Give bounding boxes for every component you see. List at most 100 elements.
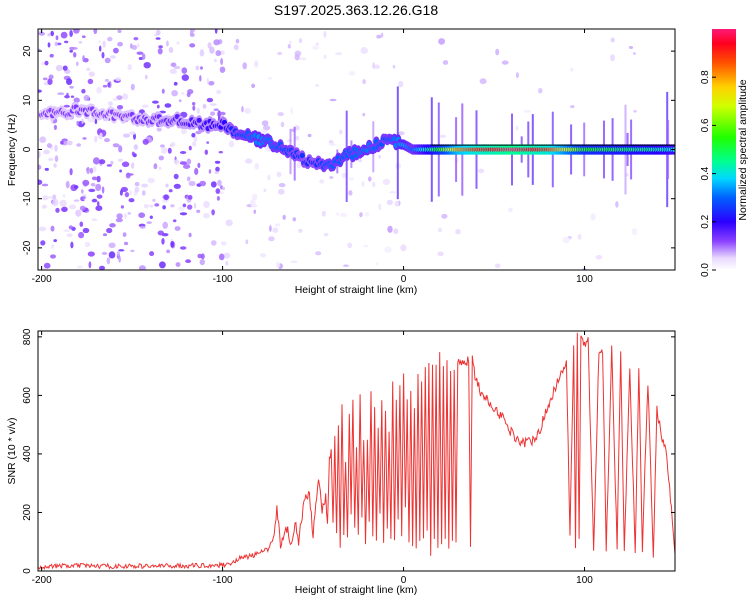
noise-blob — [76, 120, 79, 126]
noise-blob — [91, 218, 98, 221]
noise-blob — [38, 179, 43, 185]
noise-blob — [66, 233, 73, 238]
noise-blob — [155, 29, 161, 36]
noise-blob — [41, 204, 47, 209]
noise-blob — [143, 61, 151, 69]
noise-blob — [141, 183, 149, 188]
noise-blob — [209, 46, 215, 54]
noise-blob — [47, 33, 51, 37]
noise-blob — [290, 260, 298, 264]
noise-blob — [101, 186, 105, 194]
noise-blob — [118, 249, 125, 252]
noise-blob — [113, 47, 119, 54]
noise-blob — [47, 42, 51, 48]
noise-blob — [189, 32, 195, 37]
noise-blob — [251, 83, 256, 89]
noise-blob — [206, 97, 214, 103]
noise-blob — [134, 186, 140, 193]
noise-blob — [245, 239, 249, 245]
noise-blob — [172, 219, 177, 223]
noise-blob — [49, 53, 54, 58]
snr-y-tick-label: 400 — [22, 445, 33, 462]
noise-blob — [577, 233, 582, 240]
noise-blob — [107, 36, 113, 42]
noise-blob — [315, 42, 320, 46]
noise-blob — [329, 142, 336, 146]
noise-blob — [107, 82, 111, 88]
colorbar-tick-label: 0.4 — [700, 166, 711, 180]
snr-y-tick-label: 800 — [22, 328, 33, 345]
noise-blob — [358, 159, 362, 163]
noise-blob — [294, 53, 300, 61]
noise-blob — [41, 183, 49, 187]
noise-blob — [124, 192, 130, 198]
noise-blob — [54, 155, 59, 163]
noise-blob — [158, 166, 162, 171]
noise-blob — [139, 225, 146, 229]
noise-blob — [161, 147, 168, 154]
noise-blob — [343, 264, 349, 267]
noise-blob — [152, 198, 156, 202]
noise-blob — [122, 93, 129, 100]
noise-blob — [218, 151, 223, 154]
noise-blob — [106, 227, 113, 234]
noise-blob — [368, 176, 372, 182]
noise-blob — [595, 254, 603, 260]
noise-blob — [81, 196, 86, 199]
noise-blob — [193, 202, 197, 209]
spectrogram-xlabel: Height of straight line (km) — [295, 284, 418, 296]
noise-blob — [158, 45, 163, 49]
noise-blob — [73, 29, 80, 34]
noise-blob — [121, 161, 130, 168]
noise-blob — [168, 189, 173, 193]
noise-blob — [223, 252, 231, 259]
noise-blob — [152, 100, 159, 104]
noise-blob — [96, 201, 100, 206]
noise-blob — [180, 128, 187, 135]
snr-series-line — [38, 332, 675, 570]
noise-blob — [160, 144, 165, 148]
noise-blob — [188, 180, 196, 187]
noise-blob — [73, 199, 80, 202]
noise-blob — [73, 97, 80, 103]
noise-blob — [347, 242, 353, 249]
noise-blob — [213, 39, 221, 46]
noise-blob — [225, 219, 233, 227]
noise-blob — [38, 89, 42, 93]
noise-blob — [128, 198, 135, 203]
spectrogram-y-tick-label: 20 — [22, 45, 33, 57]
noise-blob — [183, 164, 191, 170]
noise-blob — [146, 221, 152, 225]
noise-blob — [52, 198, 59, 207]
noise-blob — [242, 62, 247, 70]
noise-blob — [278, 183, 286, 188]
noise-blob — [277, 188, 285, 195]
noise-blob — [38, 151, 41, 158]
noise-blob — [632, 52, 636, 55]
noise-blob — [173, 183, 181, 189]
noise-blob — [53, 239, 57, 243]
noise-blob — [174, 226, 181, 231]
noise-blob — [288, 40, 292, 45]
noise-blob — [63, 40, 69, 44]
noise-blob — [66, 140, 73, 146]
noise-blob — [131, 45, 137, 50]
noise-blob — [158, 155, 164, 161]
noise-blob — [88, 261, 92, 269]
noise-blob — [323, 233, 329, 237]
noise-blob — [187, 204, 193, 210]
noise-blob — [81, 118, 84, 125]
noise-blob — [156, 104, 160, 109]
noise-blob — [42, 77, 48, 81]
noise-blob — [192, 102, 196, 106]
noise-blob — [161, 88, 165, 94]
noise-blob — [147, 177, 155, 184]
spectrogram-x-ticks: -200 -100 0 100 — [32, 29, 593, 285]
noise-blob — [159, 261, 166, 269]
noise-blob — [65, 180, 70, 189]
snr-xlabel: Height of straight line (km) — [295, 584, 418, 596]
noise-blob — [44, 60, 49, 66]
noise-blob — [59, 199, 67, 207]
noise-blob — [218, 253, 225, 261]
noise-blob — [38, 31, 45, 36]
